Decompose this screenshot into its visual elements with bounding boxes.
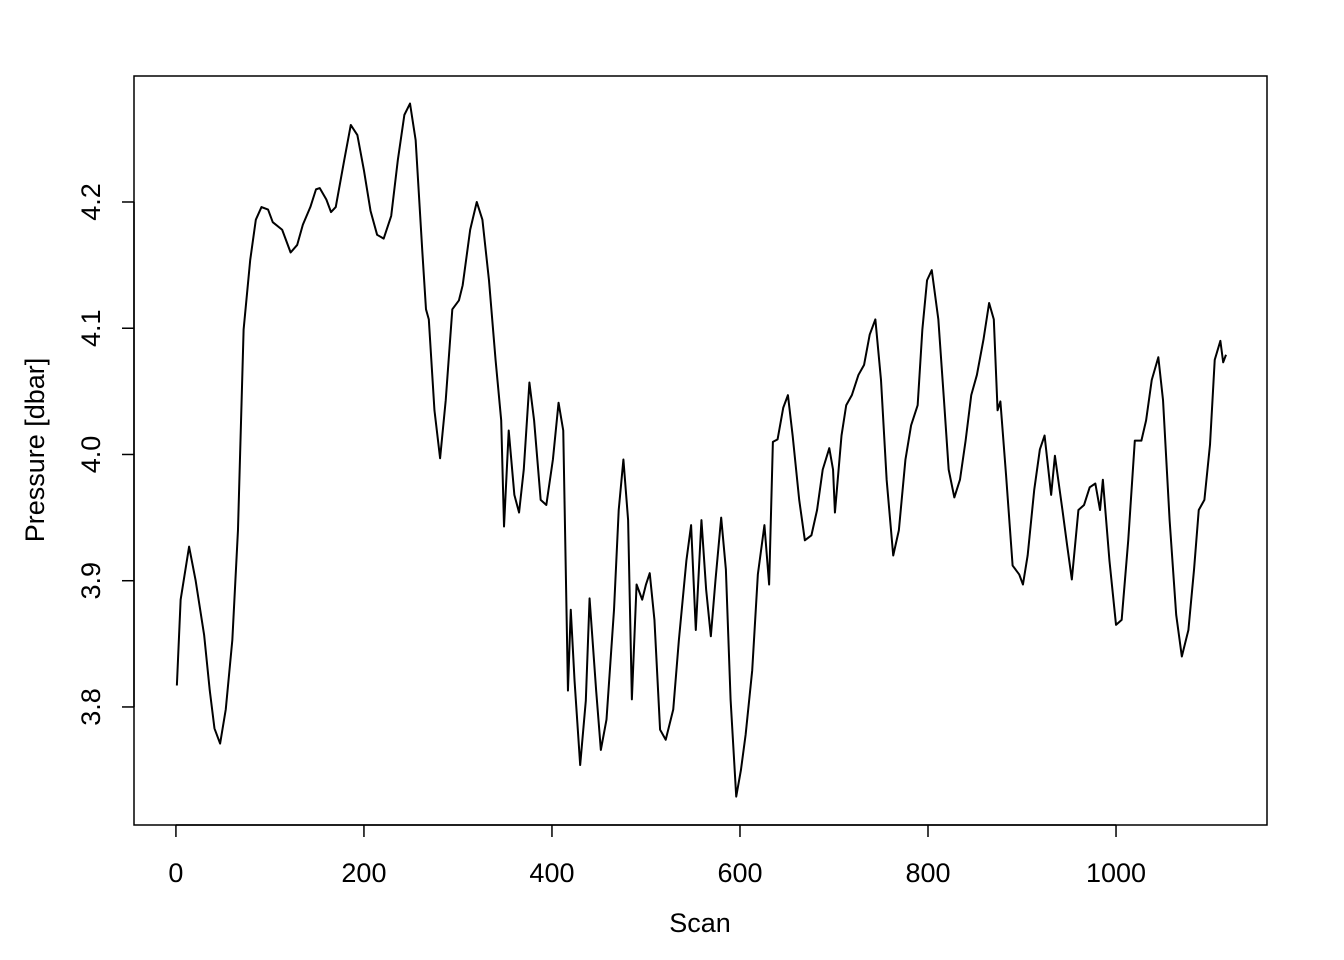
x-tick-label: 400	[529, 858, 574, 888]
x-tick-label: 200	[341, 858, 386, 888]
plot-frame	[133, 75, 1268, 826]
x-tick-label: 1000	[1086, 858, 1146, 888]
data-line	[175, 102, 1227, 798]
x-tick-label: 600	[717, 858, 762, 888]
y-tick-label: 3.8	[76, 688, 106, 726]
x-tick-label: 0	[168, 858, 183, 888]
y-tick-label: 4.0	[76, 436, 106, 474]
y-axis-label: Pressure [dbar]	[20, 358, 50, 543]
y-tick-label: 4.2	[76, 183, 106, 221]
x-tick-label: 800	[905, 858, 950, 888]
y-tick-label: 4.1	[76, 309, 106, 347]
y-tick-label: 3.9	[76, 562, 106, 600]
x-axis-label: Scan	[669, 908, 731, 938]
